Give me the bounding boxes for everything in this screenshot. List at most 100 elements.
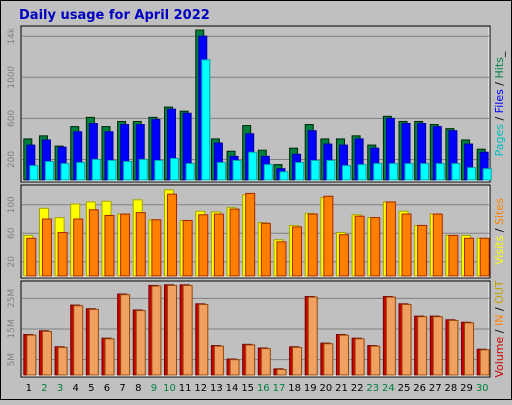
legend-part: / (493, 78, 506, 89)
x-tick-label-day-19: 19 (304, 383, 317, 394)
bar-sites-day-19 (307, 213, 318, 277)
bar-in-day-16 (260, 348, 271, 376)
bar-pages-day-2 (44, 161, 54, 181)
bar-in-day-5 (88, 308, 99, 376)
bar-pages-day-11 (185, 163, 195, 181)
x-tick-label-day-16: 16 (257, 383, 270, 394)
x-tick-label-day-9: 9 (151, 383, 157, 394)
x-tick-label-day-2: 2 (41, 383, 47, 394)
bar-pages-day-29 (467, 167, 477, 181)
x-tick-label-day-17: 17 (273, 383, 286, 394)
bar-pages-day-23 (373, 163, 383, 181)
y-tick-label: 15M (7, 319, 17, 338)
x-tick-label-day-6: 6 (104, 383, 110, 394)
legend-part: Visits (493, 235, 506, 264)
y-tick-label: 200 (7, 151, 17, 168)
bar-sites-day-12 (198, 214, 209, 277)
bar-pages-day-9 (154, 159, 164, 181)
legend-part: IN (493, 315, 506, 326)
legend-part: Volume (493, 336, 506, 377)
bar-in-day-22 (354, 338, 365, 376)
bar-sites-day-1 (26, 237, 37, 277)
bar-in-day-28 (448, 319, 459, 376)
x-tick-label-day-4: 4 (73, 383, 79, 394)
bar-sites-day-6 (104, 214, 115, 277)
bar-in-day-25 (401, 303, 412, 376)
bar-pages-day-20 (326, 159, 336, 181)
legend-part: Hits (493, 57, 506, 79)
bar-in-day-29 (464, 322, 475, 376)
bar-sites-day-17 (276, 241, 287, 277)
x-tick-label-day-15: 15 (241, 383, 254, 394)
bar-in-day-18 (292, 346, 303, 376)
legend-part: / (493, 113, 506, 124)
x-tick-label-day-28: 28 (445, 383, 458, 394)
y-tick-label: 600 (7, 110, 17, 127)
bar-pages-day-25 (404, 163, 414, 181)
bar-pages-day-24 (388, 163, 398, 181)
bar-pages-day-14 (232, 159, 242, 181)
bar-sites-day-20 (323, 195, 334, 277)
x-tick-label-day-13: 13 (210, 383, 223, 394)
bar-in-day-26 (417, 316, 428, 376)
chart-title: Daily usage for April 2022 (19, 8, 210, 23)
bar-pages-day-13 (216, 162, 226, 181)
x-tick-label-day-21: 21 (335, 383, 348, 394)
x-tick-label-day-30: 30 (476, 383, 489, 394)
bar-pages-day-7 (123, 161, 133, 181)
bar-sites-day-18 (292, 226, 303, 277)
x-tick-label-day-18: 18 (288, 383, 301, 394)
bar-sites-day-15 (245, 192, 256, 277)
bar-in-day-13 (213, 345, 224, 376)
bar-pages-day-30 (482, 168, 492, 181)
x-tick-label-day-10: 10 (163, 383, 176, 394)
bar-in-day-17 (276, 368, 287, 376)
panel-hits: 200 600 1000 14k Pages / Files / Hits_ (7, 25, 506, 183)
y-tick-label: 25M (7, 289, 17, 308)
bar-sites-day-30 (479, 237, 490, 277)
bar-sites-day-27 (432, 213, 443, 277)
y-tick-label: 100 (7, 196, 17, 213)
bar-sites-day-24 (385, 201, 396, 277)
x-tick-label-day-3: 3 (57, 383, 63, 394)
y-tick-label: 20 (7, 256, 17, 268)
bar-in-day-1 (26, 334, 37, 376)
bar-sites-day-28 (448, 234, 459, 277)
bar-pages-day-1 (29, 165, 39, 181)
bar-sites-day-8 (135, 212, 146, 277)
series-in (26, 284, 490, 376)
bar-in-day-21 (338, 334, 349, 376)
bar-in-day-30 (479, 349, 490, 376)
bar-sites-day-25 (401, 213, 412, 277)
bar-pages-day-5 (91, 158, 101, 181)
panel-volume-legend: Volume / IN / OUT (493, 280, 506, 378)
bar-pages-day-26 (420, 163, 430, 181)
bar-sites-day-23 (370, 217, 381, 277)
x-tick-label-day-23: 23 (366, 383, 379, 394)
bar-sites-day-9 (151, 219, 162, 277)
bar-sites-day-26 (417, 224, 428, 277)
bar-sites-day-11 (182, 219, 193, 277)
bar-in-day-14 (229, 359, 240, 376)
bar-in-day-15 (245, 344, 256, 376)
x-tick-label-day-12: 12 (194, 383, 207, 394)
series-pages (29, 59, 492, 181)
bar-pages-day-3 (60, 163, 70, 181)
bar-sites-day-22 (354, 215, 365, 277)
bar-pages-day-16 (263, 164, 273, 181)
x-tick-label-day-20: 20 (319, 383, 332, 394)
bar-sites-day-5 (88, 209, 99, 277)
bar-in-day-4 (73, 305, 84, 376)
legend-part: _ (493, 51, 506, 58)
bar-pages-day-6 (107, 159, 117, 181)
bar-pages-day-21 (341, 165, 351, 181)
chart-panels: 200 600 1000 14k Pages / Files / Hits_ 20 60 10… (7, 25, 506, 378)
bar-sites-day-16 (260, 222, 271, 277)
bar-pages-day-10 (170, 157, 180, 181)
bar-in-day-12 (198, 303, 209, 376)
y-tick-label: 5M (7, 353, 17, 367)
bar-pages-day-4 (76, 162, 86, 181)
x-tick-label-day-25: 25 (398, 383, 411, 394)
